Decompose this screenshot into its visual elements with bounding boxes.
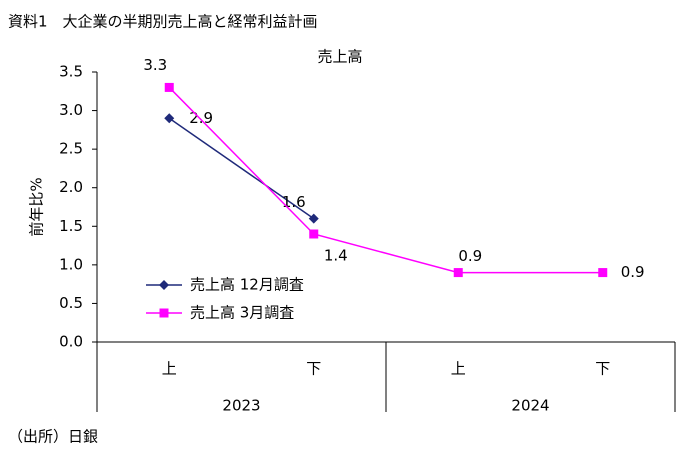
- y-tick-label: 1.0: [59, 255, 83, 273]
- data-label: 0.9: [458, 247, 482, 265]
- x-tick-label: 上: [451, 360, 466, 378]
- y-tick-label: 2.0: [59, 178, 83, 196]
- marker: [598, 268, 608, 278]
- legend-marker: [159, 308, 169, 318]
- marker: [308, 213, 319, 224]
- marker: [164, 113, 175, 124]
- legend-marker: [159, 280, 169, 290]
- series-line: [168, 86, 603, 274]
- data-label: 3.3: [143, 56, 167, 74]
- group-label: 2023: [222, 397, 260, 415]
- y-axis-label: 前年比%: [28, 177, 46, 236]
- x-tick-label: 下: [306, 360, 321, 378]
- data-label: 1.4: [324, 247, 348, 265]
- data-label: 1.6: [282, 193, 306, 211]
- marker: [309, 229, 319, 239]
- y-tick-label: 3.5: [59, 63, 83, 81]
- chart-title: 資料1 大企業の半期別売上高と経常利益計画: [8, 13, 318, 31]
- group-label: 2024: [511, 397, 549, 415]
- y-tick-label: 3.0: [59, 101, 83, 119]
- x-tick-label: 下: [595, 360, 610, 378]
- y-tick-label: 0.0: [59, 333, 83, 351]
- marker: [453, 268, 463, 278]
- source: （出所）日銀: [8, 428, 98, 446]
- y-tick-label: 2.5: [59, 140, 83, 158]
- y-tick-label: 0.5: [59, 294, 83, 312]
- data-label: 0.9: [621, 263, 645, 281]
- legend-label: 売上高 12月調査: [190, 276, 304, 294]
- y-tick-label: 1.5: [59, 217, 83, 235]
- chart-subtitle: 売上高: [317, 48, 362, 66]
- series-line: [168, 117, 315, 220]
- x-tick-label: 上: [162, 360, 177, 378]
- legend-label: 売上高 3月調査: [190, 304, 294, 322]
- marker: [164, 82, 174, 92]
